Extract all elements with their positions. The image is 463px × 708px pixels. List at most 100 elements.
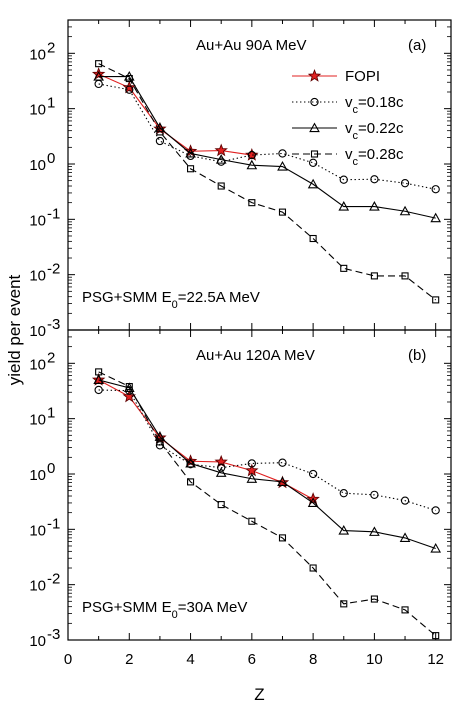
y-tick-exponent: -2: [47, 571, 60, 588]
y-tick-label: 10: [29, 323, 46, 340]
panel-note: PSG+SMM E0=30A MeV: [82, 599, 247, 621]
y-tick-label: 10: [29, 522, 46, 539]
y-tick-label: 10: [29, 268, 46, 285]
legend-marker: [307, 68, 322, 82]
data-point: [277, 476, 288, 486]
data-point: [95, 60, 103, 68]
legend-label: FOPI: [345, 68, 380, 85]
data-point: [399, 205, 411, 216]
x-tick-label: 10: [366, 651, 383, 668]
legend-marker: [310, 97, 319, 107]
y-tick-exponent: 0: [47, 460, 55, 477]
y-tick-label: 10: [29, 633, 46, 650]
data-point: [399, 532, 411, 542]
y-tick-label: 10: [29, 356, 46, 373]
data-point: [339, 489, 348, 498]
y-tick-label: 10: [29, 467, 46, 484]
data-point: [338, 201, 350, 211]
data-point: [217, 182, 225, 190]
panel-tag: (a): [408, 37, 426, 54]
legend: FOPI vc=0.18c vc=0.22c vc=0.28c: [292, 68, 404, 168]
data-point: [401, 606, 409, 614]
series-star: [91, 67, 259, 161]
series-line: [98, 73, 252, 156]
panel-note: PSG+SMM E0=22.5A MeV: [82, 289, 260, 311]
data-point: [307, 178, 319, 189]
x-tick-label: 0: [64, 651, 72, 668]
data-point: [91, 67, 106, 80]
y-tick-label: 10: [29, 212, 46, 229]
y-tick-exponent: 2: [47, 349, 55, 366]
data-point: [247, 150, 256, 160]
data-point: [370, 175, 379, 184]
data-point: [217, 463, 226, 472]
series-line: [98, 83, 436, 190]
data-point: [122, 389, 136, 403]
y-tick-exponent: 1: [47, 405, 55, 422]
data-point: [122, 80, 136, 94]
data-point: [431, 506, 440, 515]
legend-marker: [310, 150, 319, 158]
x-tick-label: 2: [125, 651, 133, 668]
data-point: [308, 158, 318, 167]
data-point: [125, 85, 134, 94]
series-line: [98, 379, 436, 550]
data-point: [215, 154, 227, 164]
data-point: [123, 71, 135, 81]
data-point: [369, 201, 380, 211]
data-point: [95, 368, 103, 376]
data-point: [214, 143, 228, 157]
data-point: [340, 600, 348, 608]
data-point: [431, 185, 440, 194]
data-point: [155, 136, 165, 146]
data-point: [400, 179, 410, 188]
series-line: [98, 76, 436, 219]
x-tick-label: 6: [248, 651, 256, 668]
x-tick-label: 12: [427, 651, 444, 668]
panel-title: Au+Au 90A MeV: [196, 37, 307, 54]
data-point: [125, 74, 133, 83]
data-point: [155, 441, 165, 450]
legend-marker: [309, 122, 320, 133]
data-point: [217, 501, 225, 509]
data-point: [248, 199, 256, 207]
series-triangle: [93, 374, 442, 553]
data-point: [278, 458, 287, 467]
data-point: [370, 490, 379, 499]
series-circle: [94, 385, 440, 515]
data-point: [245, 463, 259, 477]
data-point: [309, 234, 317, 243]
data-point: [430, 542, 442, 553]
data-point: [214, 454, 228, 468]
data-point: [400, 496, 410, 505]
data-point: [401, 272, 409, 280]
y-tick-exponent: -1: [47, 515, 60, 532]
data-point: [246, 159, 258, 170]
data-point: [187, 165, 195, 173]
data-point: [156, 128, 164, 136]
data-point: [248, 517, 256, 525]
data-point: [309, 564, 317, 572]
data-point: [125, 383, 133, 391]
legend-label: vc=0.22c: [345, 120, 404, 142]
data-point: [432, 632, 440, 640]
series-square: [95, 368, 440, 640]
y-tick-exponent: -3: [47, 316, 60, 333]
data-point: [277, 160, 288, 171]
y-tick-exponent: -2: [47, 261, 60, 278]
plot-frame: [67, 19, 452, 331]
x-axis-title: Z: [254, 685, 264, 704]
data-point: [369, 526, 380, 536]
legend-label: vc=0.18c: [345, 94, 404, 116]
panel-title: Au+Au 120A MeV: [196, 347, 315, 364]
x-tick-label: 8: [309, 651, 317, 668]
series-line: [98, 63, 437, 301]
y-tick-exponent: 1: [47, 95, 55, 112]
data-point: [185, 457, 196, 468]
y-tick-exponent: 0: [47, 150, 55, 167]
y-tick-label: 10: [29, 46, 46, 63]
